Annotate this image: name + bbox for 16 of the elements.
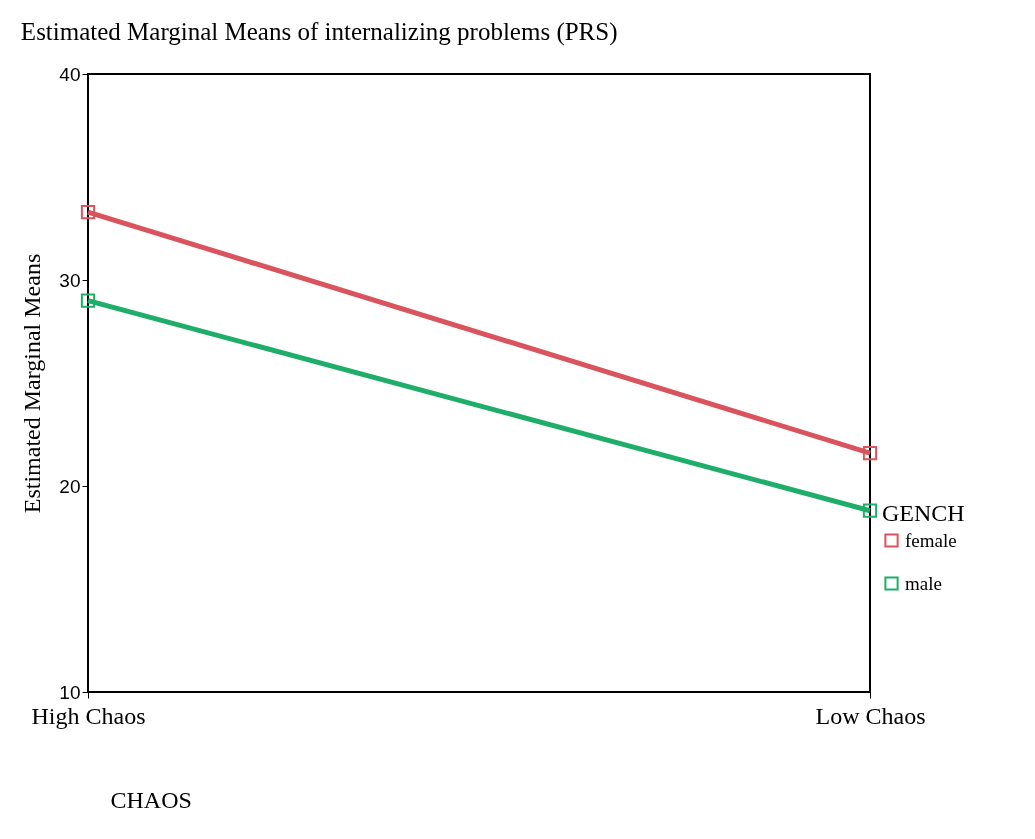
y-axis-title: Estimated Marginal Means bbox=[19, 253, 46, 514]
chart-title: Estimated Marginal Means of internalizing problems (PRS) bbox=[20, 18, 618, 46]
point bbox=[862, 445, 878, 461]
x-axis-title: CHAOS bbox=[110, 786, 192, 813]
x-tick-label: Low Chaos bbox=[815, 702, 926, 729]
legend-label: male bbox=[905, 572, 942, 594]
legend-label: female bbox=[905, 529, 957, 551]
point bbox=[80, 204, 96, 220]
y-tick-label: 20 bbox=[59, 475, 81, 497]
y-tick-label: 30 bbox=[59, 269, 81, 291]
y-tick-label: 10 bbox=[59, 681, 81, 703]
y-tick-label: 40 bbox=[59, 63, 81, 85]
x-tick-label: High Chaos bbox=[31, 702, 146, 729]
point bbox=[862, 503, 878, 518]
point bbox=[80, 293, 96, 308]
legend-title: GENCH bbox=[882, 500, 965, 526]
